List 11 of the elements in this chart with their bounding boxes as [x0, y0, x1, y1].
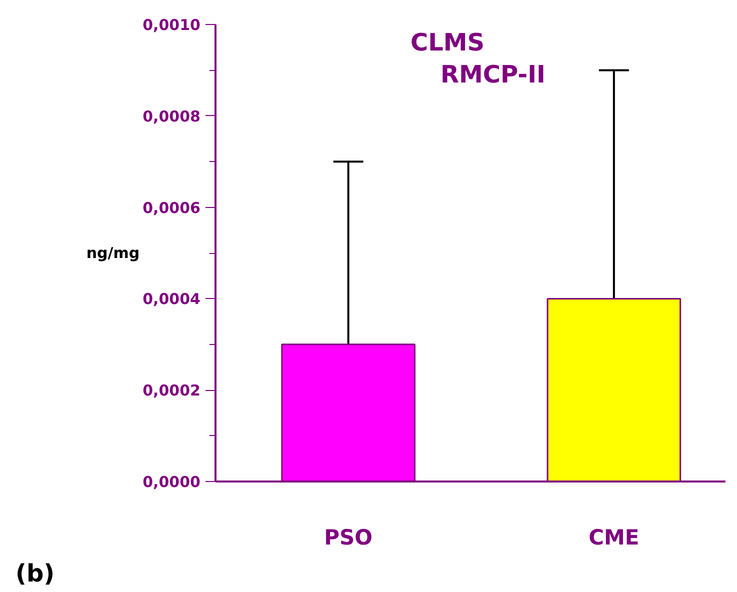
y-tick-label: 0,0000: [142, 473, 201, 491]
y-tick-label: 0,0002: [142, 382, 201, 400]
y-tick-label: 0,0010: [142, 16, 201, 34]
y-tick-label: 0,0004: [142, 290, 201, 308]
y-axis-title: ng/mg: [86, 244, 140, 262]
y-tick-label: 0,0008: [142, 107, 201, 126]
x-tick-label: CME: [588, 526, 640, 550]
y-tick-label: 0,0006: [142, 198, 201, 217]
text: (b): [16, 560, 55, 588]
text: CLMS RMCP-II: [410, 28, 546, 88]
x-tick-label: PSO: [324, 526, 373, 550]
